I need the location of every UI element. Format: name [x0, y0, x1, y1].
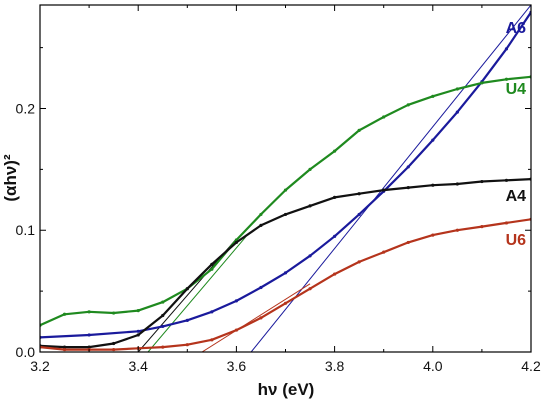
data-point-a4	[234, 240, 238, 245]
x-tick-label: 3.6	[227, 358, 247, 374]
data-point-a4	[382, 188, 386, 192]
data-point-u4	[406, 103, 410, 107]
data-point-u4	[87, 310, 91, 314]
data-point-u4	[259, 212, 263, 217]
data-point-a4	[406, 186, 410, 190]
x-tick-label: 4.0	[423, 358, 443, 374]
x-ticks-layer: 3.2 3.4 3.6 3.8 4.0 4.2	[30, 5, 541, 374]
data-point-a4	[136, 333, 140, 337]
data-point-a4	[283, 212, 288, 217]
x-tick-label: 4.2	[521, 358, 541, 374]
data-point-a6	[234, 299, 238, 303]
data-point-u6	[112, 347, 116, 352]
data-point-u4	[455, 87, 459, 91]
series-line-a6	[40, 11, 531, 339]
data-point-a4	[112, 341, 116, 346]
tangent-lines-layer	[137, 5, 531, 352]
x-tick-label: 3.2	[30, 358, 50, 374]
y-tick-label: 0.2	[16, 100, 36, 116]
data-point-u6	[382, 250, 386, 254]
data-point-u6	[455, 228, 459, 232]
series-label-a4: A4	[506, 188, 527, 205]
data-point-u4	[283, 188, 288, 192]
x-axis-title: hν (eV)	[258, 380, 315, 399]
series-line-u6	[40, 218, 531, 351]
data-point-u4	[431, 94, 435, 98]
y-axis-title: (αhν)²	[1, 154, 20, 202]
data-point-a4	[357, 192, 361, 196]
y-ticks-layer: 0.0 0.1 0.2	[16, 47, 531, 360]
data-point-u6	[308, 287, 312, 291]
series-label-u4: U4	[506, 81, 527, 98]
data-point-a6	[431, 138, 435, 142]
data-point-u6	[480, 224, 484, 229]
data-point-a4	[504, 178, 509, 182]
data-point-a6	[210, 310, 214, 314]
data-point-a4	[308, 204, 312, 208]
data-point-u4	[504, 77, 509, 81]
data-point-a4	[431, 183, 435, 187]
data-point-u6	[431, 233, 435, 237]
data-point-a6	[357, 212, 361, 217]
data-point-a6	[455, 110, 459, 114]
data-point-a6	[161, 324, 165, 329]
tangent-line-0	[250, 5, 531, 352]
data-point-a4	[185, 287, 189, 291]
plot-frame	[39, 4, 532, 353]
data-point-u6	[333, 272, 337, 276]
data-point-a6	[504, 47, 509, 51]
data-point-u4	[62, 312, 67, 316]
x-tick-label: 3.4	[128, 358, 148, 374]
y-tick-label: 0.1	[16, 222, 36, 238]
data-point-u4	[112, 311, 116, 315]
data-point-a6	[283, 271, 288, 275]
data-point-a6	[87, 333, 91, 337]
data-point-a6	[308, 254, 312, 258]
data-point-u4	[136, 309, 140, 313]
data-point-a6	[185, 318, 189, 322]
data-point-u4	[382, 115, 386, 119]
series-line-a4	[40, 178, 531, 349]
y-tick-label: 0.0	[16, 344, 36, 360]
data-point-u6	[161, 345, 165, 349]
data-point-a4	[333, 195, 337, 199]
data-point-a6	[259, 285, 263, 290]
data-point-a6	[136, 329, 140, 333]
data-point-u4	[308, 167, 312, 171]
data-point-u4	[357, 128, 361, 133]
data-point-a4	[62, 345, 67, 349]
data-point-u4	[161, 300, 165, 304]
data-point-u6	[62, 347, 67, 352]
data-point-a4	[161, 313, 165, 318]
data-point-u6	[210, 338, 214, 342]
series-layer	[40, 10, 531, 352]
data-point-u4	[333, 149, 337, 153]
data-point-u6	[406, 240, 410, 245]
data-point-a6	[406, 165, 410, 169]
data-point-u6	[185, 343, 189, 347]
data-point-a4	[259, 223, 263, 227]
data-point-u6	[283, 301, 288, 305]
tangent-line-1	[147, 236, 247, 352]
series-labels-layer: A6 U4 A4 U6	[506, 20, 527, 249]
x-tick-label: 3.8	[325, 358, 345, 374]
data-point-u4	[210, 267, 214, 271]
data-point-a4	[480, 179, 484, 184]
series-label-a6: A6	[506, 20, 527, 37]
data-point-u6	[234, 328, 238, 332]
series-line-u4	[40, 75, 531, 327]
data-point-a4	[210, 262, 214, 266]
data-point-u6	[259, 316, 263, 320]
tangent-line-3	[201, 283, 311, 352]
data-point-u6	[504, 221, 509, 225]
data-point-u6	[357, 260, 361, 264]
data-point-u4	[480, 81, 484, 85]
data-point-a6	[333, 234, 337, 238]
data-point-a4	[87, 345, 91, 349]
series-label-u6: U6	[506, 232, 527, 249]
data-point-a4	[455, 182, 459, 186]
